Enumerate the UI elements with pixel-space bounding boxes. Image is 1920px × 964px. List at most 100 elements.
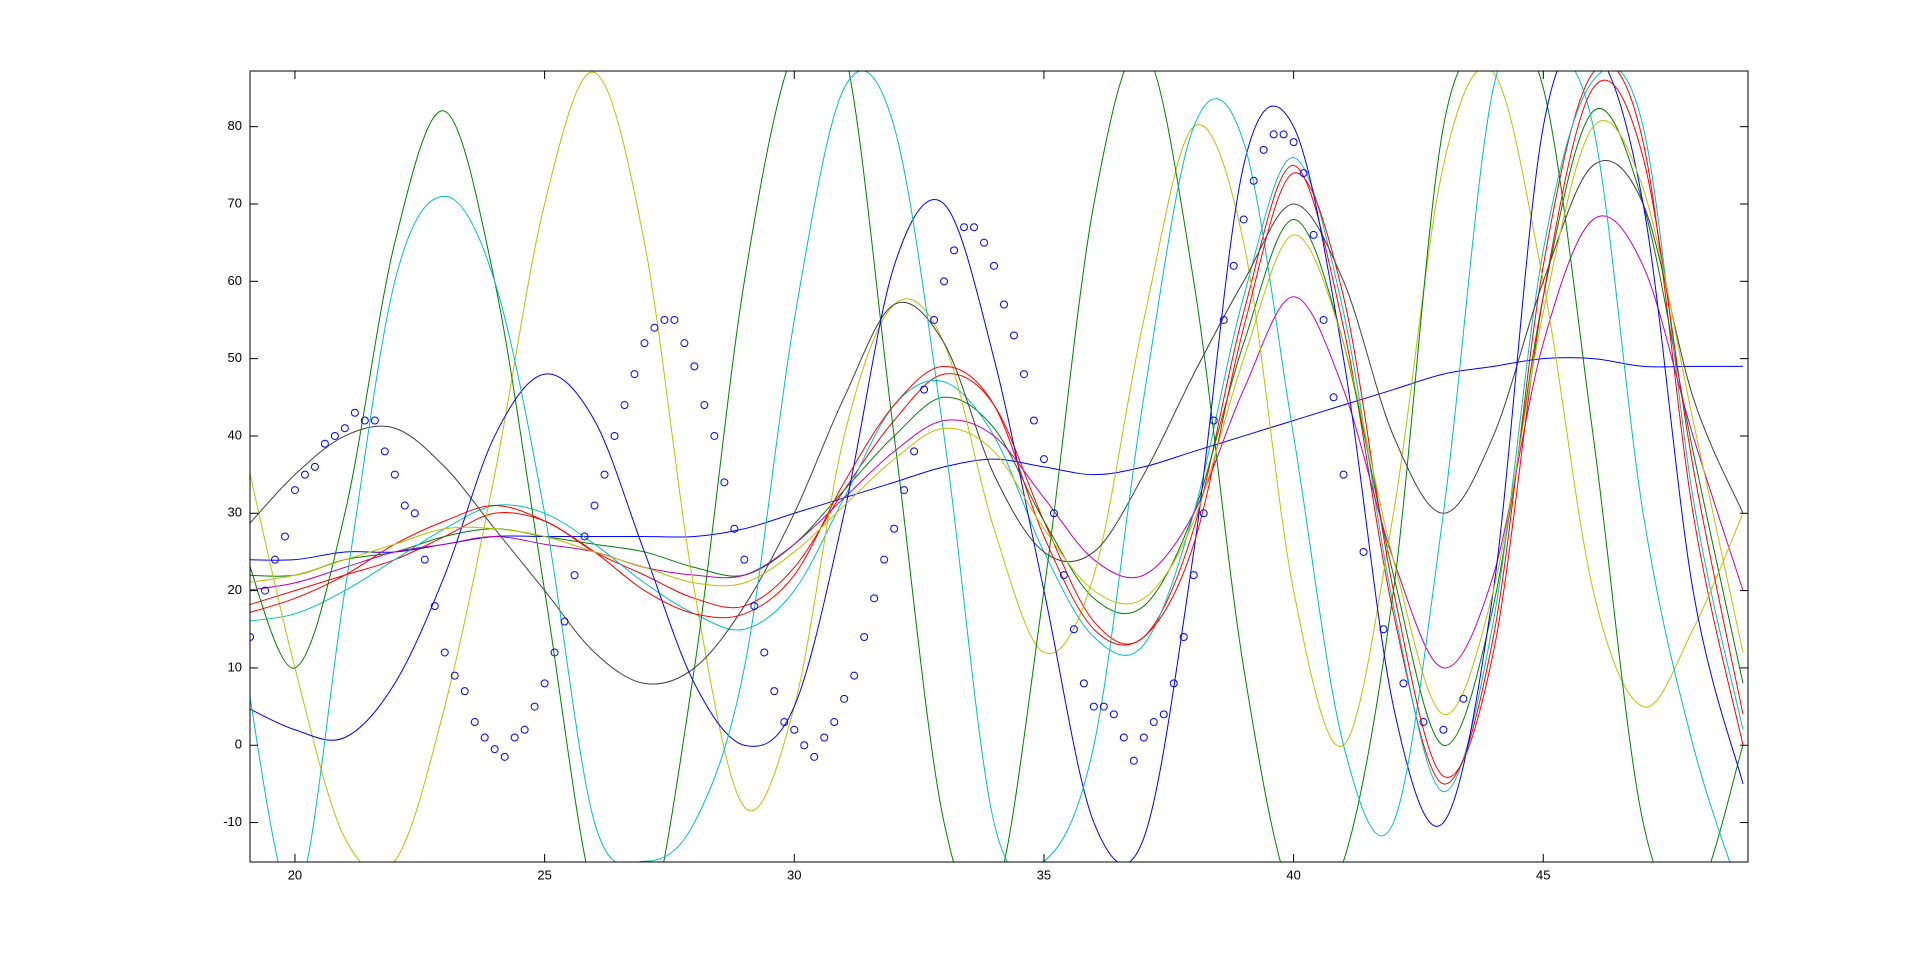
data-point [740, 555, 749, 564]
data-point [590, 501, 599, 510]
data-point [330, 431, 339, 440]
data-point [650, 323, 659, 332]
data-point [880, 555, 889, 564]
data-point [730, 524, 739, 533]
curve [250, 71, 1744, 862]
data-point [380, 447, 389, 456]
data-point [960, 223, 969, 232]
data-point [930, 315, 939, 324]
data-point [810, 752, 819, 761]
data-point [660, 315, 669, 324]
data-point [820, 733, 829, 742]
data-point [1219, 315, 1228, 324]
data-point [1259, 145, 1268, 154]
data-point [1089, 702, 1098, 711]
data-point [470, 718, 479, 727]
data-point [1129, 756, 1138, 765]
y-tick-label: 80 [228, 118, 242, 133]
curve [250, 71, 1744, 785]
data-point [890, 524, 899, 533]
data-point [390, 470, 399, 479]
data-point [999, 300, 1008, 309]
data-point [850, 671, 859, 680]
data-point [1419, 718, 1428, 727]
data-point [1329, 393, 1338, 402]
curve [250, 120, 1744, 715]
data-point [1239, 215, 1248, 224]
data-point [1039, 455, 1048, 464]
plot-frame [249, 70, 1749, 863]
points [250, 130, 1468, 765]
y-tick-label: 70 [228, 195, 242, 210]
data-point [1339, 470, 1348, 479]
data-point [760, 648, 769, 657]
data-point [1299, 169, 1308, 178]
data-point [1269, 130, 1278, 139]
data-point [700, 401, 709, 410]
data-point [1029, 416, 1038, 425]
data-point [450, 671, 459, 680]
y-tick-label: 10 [228, 659, 242, 674]
data-point [310, 462, 319, 471]
data-point [370, 416, 379, 425]
data-point [1319, 315, 1328, 324]
data-point [420, 555, 429, 564]
data-point [530, 702, 539, 711]
data-point [430, 602, 439, 611]
data-point [510, 733, 519, 742]
data-point [400, 501, 409, 510]
data-point [920, 385, 929, 394]
data-point [560, 617, 569, 626]
data-point [290, 486, 299, 495]
y-tick-label: 40 [228, 427, 242, 442]
data-point [1439, 725, 1448, 734]
y-tick-label: 60 [228, 273, 242, 288]
data-point [500, 752, 509, 761]
data-point [1139, 733, 1148, 742]
data-point [1169, 679, 1178, 688]
data-point [840, 694, 849, 703]
data-point [630, 370, 639, 379]
x-tick-label: 30 [787, 867, 801, 882]
x-tick-label: 45 [1536, 867, 1550, 882]
data-point [990, 261, 999, 270]
data-point [680, 339, 689, 348]
data-point [580, 532, 589, 541]
data-point [1179, 632, 1188, 641]
data-point [490, 745, 499, 754]
data-point [860, 632, 869, 641]
data-point [410, 509, 419, 518]
curves [250, 71, 1744, 862]
data-point [970, 223, 979, 232]
data-point [690, 362, 699, 371]
data-point [360, 416, 369, 425]
data-point [270, 555, 279, 564]
data-point [520, 725, 529, 734]
data-point [550, 648, 559, 657]
y-tick-label: -10 [223, 814, 242, 829]
data-point [1229, 261, 1238, 270]
data-point [620, 401, 629, 410]
data-point [640, 339, 649, 348]
data-point [950, 246, 959, 255]
data-point [940, 277, 949, 286]
data-point [250, 632, 254, 641]
data-point [1379, 625, 1388, 634]
data-point [610, 431, 619, 440]
data-point [320, 439, 329, 448]
data-point [440, 648, 449, 657]
data-point [1069, 625, 1078, 634]
data-point [480, 733, 489, 742]
data-point [1249, 176, 1258, 185]
y-tick-label: 30 [228, 505, 242, 520]
data-point [340, 424, 349, 433]
curve [250, 215, 1744, 669]
data-point [350, 408, 359, 417]
curve [250, 71, 1731, 862]
data-point [1019, 370, 1028, 379]
data-point [830, 718, 839, 727]
data-point [780, 718, 789, 727]
data-point [1119, 733, 1128, 742]
data-point [260, 586, 269, 595]
